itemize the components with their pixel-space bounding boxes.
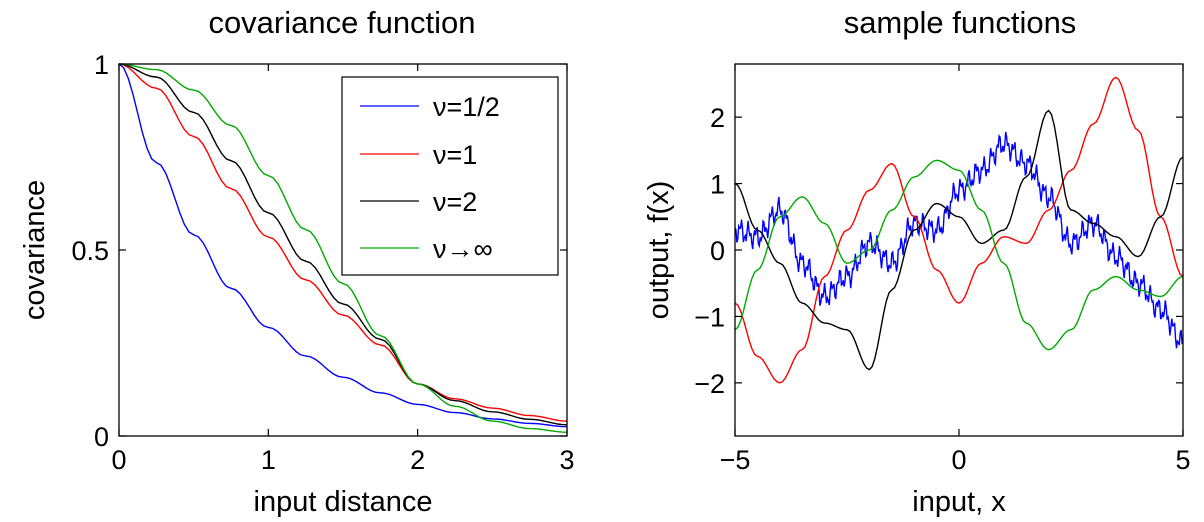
legend-box xyxy=(341,76,559,276)
right-ytick-label-1: −1 xyxy=(694,302,725,332)
left-chart-lines xyxy=(118,63,568,433)
right-series-0 xyxy=(734,131,1184,349)
legend-label-1: ν=1 xyxy=(433,140,477,170)
right-plot-frame xyxy=(734,63,1184,437)
left-series-2 xyxy=(118,63,568,426)
right-ytick-label-0: −2 xyxy=(694,369,725,399)
right-xlabel: input, x xyxy=(912,486,1006,518)
right-xtick-label-1: 0 xyxy=(951,445,966,475)
left-series-1 xyxy=(118,63,568,422)
legend-label-3: ν→∞ xyxy=(433,234,493,264)
left-xtick-label-0: 0 xyxy=(111,445,126,475)
right-chart: sample functions −5 0 5 −2 −1 0 1 2 input, x ou… xyxy=(643,5,1191,518)
left-ytick-label-1: 0.5 xyxy=(71,236,109,266)
left-series-3 xyxy=(118,63,568,433)
left-ytick-label-0: 0 xyxy=(94,422,109,452)
legend-label-2: ν=2 xyxy=(433,187,477,217)
left-xtick-label-1: 1 xyxy=(261,445,276,475)
right-ylabel: output, f(x) xyxy=(643,181,675,320)
left-ytick-label-2: 1 xyxy=(94,50,109,80)
left-series-0 xyxy=(118,63,568,428)
left-chart-title: covariance function xyxy=(208,5,475,40)
left-xlabel: input distance xyxy=(254,486,433,518)
right-series-1 xyxy=(734,76,1184,384)
left-legend: ν=1/2 ν=1 ν=2 ν→∞ xyxy=(341,76,559,276)
right-chart-lines xyxy=(734,76,1184,384)
left-xtick-label-2: 2 xyxy=(410,445,425,475)
right-series-3 xyxy=(734,159,1184,351)
right-series-2 xyxy=(734,109,1184,371)
right-xtick-label-0: −5 xyxy=(720,445,751,475)
left-ylabel: covariance xyxy=(19,180,51,320)
left-chart: covariance function 0 1 2 3 0 0.5 1 input dist… xyxy=(19,5,575,518)
right-chart-title: sample functions xyxy=(844,5,1077,40)
right-xtick-label-2: 5 xyxy=(1175,445,1190,475)
left-ticks: 0 1 2 3 0 0.5 1 xyxy=(71,50,574,475)
legend-label-0: ν=1/2 xyxy=(433,92,500,122)
right-ytick-label-2: 0 xyxy=(710,236,725,266)
left-xtick-label-3: 3 xyxy=(559,445,574,475)
right-ytick-label-3: 1 xyxy=(710,170,725,200)
right-ticks: −5 0 5 −2 −1 0 1 2 xyxy=(694,64,1191,475)
right-ytick-label-4: 2 xyxy=(710,103,725,133)
